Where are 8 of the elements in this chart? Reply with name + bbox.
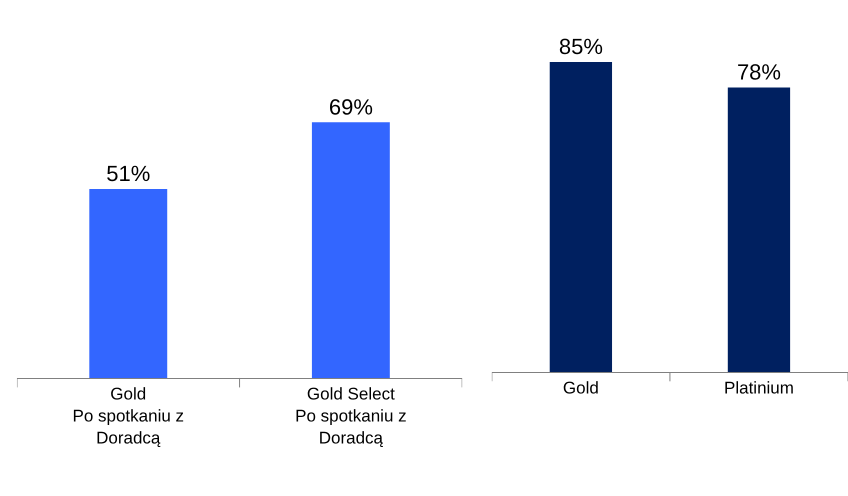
data-label: 78% xyxy=(736,60,781,85)
data-label: 51% xyxy=(106,160,150,186)
x-tick-label: Gold Select Po spotkaniu z Doradcą xyxy=(295,384,407,448)
data-label: 85% xyxy=(558,34,603,59)
data-label: 69% xyxy=(328,94,373,120)
x-tick-label: Platinium xyxy=(724,378,794,398)
x-tick-label: Gold Po spotkaniu z Doradcą xyxy=(72,384,184,448)
x-tick-label: Gold xyxy=(562,378,599,398)
